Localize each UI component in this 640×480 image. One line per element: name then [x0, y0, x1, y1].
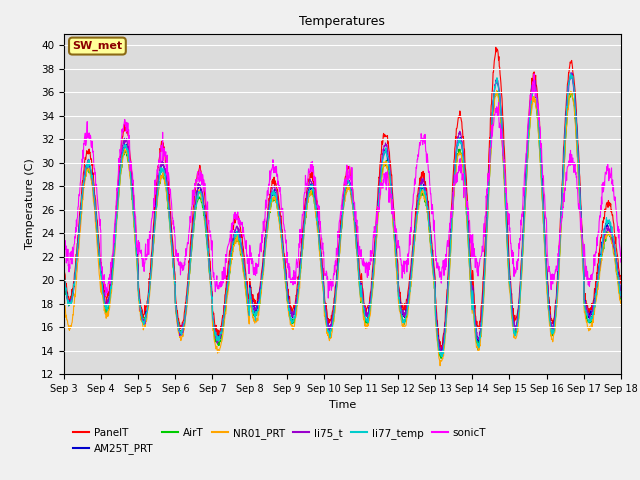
- X-axis label: Time: Time: [329, 400, 356, 409]
- sonicT: [184, 240, 191, 246]
- NR01_PRT: [170, 281, 178, 287]
- Legend: PanelT, AM25T_PRT, AirT, NR01_PRT, li75_t, li77_temp, sonicT: PanelT, AM25T_PRT, AirT, NR01_PRT, li75_…: [69, 424, 491, 458]
- Line: li75_t: li75_t: [64, 73, 621, 353]
- li77_temp: [617, 293, 625, 299]
- li75_t: [502, 206, 509, 212]
- Title: Temperatures: Temperatures: [300, 15, 385, 28]
- NR01_PRT: [502, 224, 510, 229]
- li77_temp: [567, 71, 575, 77]
- NR01_PRT: [429, 268, 436, 274]
- sonicT: [60, 238, 68, 244]
- AirT: [493, 88, 500, 94]
- li77_temp: [60, 274, 68, 279]
- AM25T_PRT: [436, 350, 444, 356]
- PanelT: [502, 192, 510, 197]
- PanelT: [60, 264, 68, 269]
- li75_t: [170, 272, 178, 278]
- Line: PanelT: PanelT: [64, 47, 621, 349]
- li75_t: [246, 287, 254, 293]
- li77_temp: [184, 288, 191, 294]
- Text: SW_met: SW_met: [72, 41, 122, 51]
- AM25T_PRT: [184, 286, 191, 292]
- AirT: [429, 265, 436, 271]
- NR01_PRT: [60, 292, 68, 298]
- sonicT: [324, 295, 332, 301]
- NR01_PRT: [552, 323, 559, 329]
- NR01_PRT: [493, 88, 500, 94]
- li75_t: [429, 256, 436, 262]
- AirT: [617, 296, 625, 302]
- li77_temp: [502, 207, 509, 213]
- AirT: [60, 275, 68, 280]
- li75_t: [60, 271, 68, 276]
- Line: AirT: AirT: [64, 91, 621, 359]
- AirT: [246, 293, 254, 299]
- PanelT: [429, 247, 436, 253]
- AirT: [437, 356, 445, 361]
- AM25T_PRT: [617, 290, 625, 296]
- AM25T_PRT: [551, 312, 559, 318]
- sonicT: [246, 245, 254, 251]
- AM25T_PRT: [170, 274, 178, 280]
- AirT: [502, 220, 510, 226]
- Line: AM25T_PRT: AM25T_PRT: [64, 73, 621, 353]
- Line: li77_temp: li77_temp: [64, 74, 621, 357]
- li75_t: [437, 350, 445, 356]
- NR01_PRT: [246, 296, 254, 301]
- li75_t: [617, 294, 625, 300]
- AirT: [170, 276, 178, 282]
- PanelT: [184, 277, 191, 283]
- Line: NR01_PRT: NR01_PRT: [64, 91, 621, 366]
- NR01_PRT: [617, 302, 625, 308]
- sonicT: [502, 190, 509, 195]
- AM25T_PRT: [568, 70, 575, 76]
- PanelT: [437, 347, 445, 352]
- li77_temp: [429, 264, 436, 269]
- AirT: [184, 290, 191, 296]
- PanelT: [246, 281, 254, 287]
- AM25T_PRT: [246, 287, 254, 292]
- PanelT: [617, 280, 625, 286]
- NR01_PRT: [436, 363, 444, 369]
- li75_t: [551, 312, 559, 318]
- sonicT: [170, 224, 178, 230]
- li77_temp: [246, 292, 254, 298]
- li77_temp: [170, 272, 178, 278]
- PanelT: [552, 300, 559, 306]
- li75_t: [184, 287, 191, 293]
- PanelT: [170, 268, 178, 274]
- NR01_PRT: [184, 293, 191, 299]
- li77_temp: [438, 354, 446, 360]
- sonicT: [617, 259, 625, 265]
- sonicT: [429, 209, 437, 215]
- sonicT: [552, 267, 559, 273]
- li75_t: [567, 70, 575, 76]
- AM25T_PRT: [60, 272, 68, 277]
- PanelT: [492, 44, 500, 50]
- AM25T_PRT: [502, 205, 509, 211]
- Y-axis label: Temperature (C): Temperature (C): [26, 158, 35, 250]
- AM25T_PRT: [429, 258, 436, 264]
- AirT: [552, 316, 559, 322]
- sonicT: [531, 71, 538, 77]
- Line: sonicT: sonicT: [64, 74, 621, 298]
- li77_temp: [551, 317, 559, 323]
